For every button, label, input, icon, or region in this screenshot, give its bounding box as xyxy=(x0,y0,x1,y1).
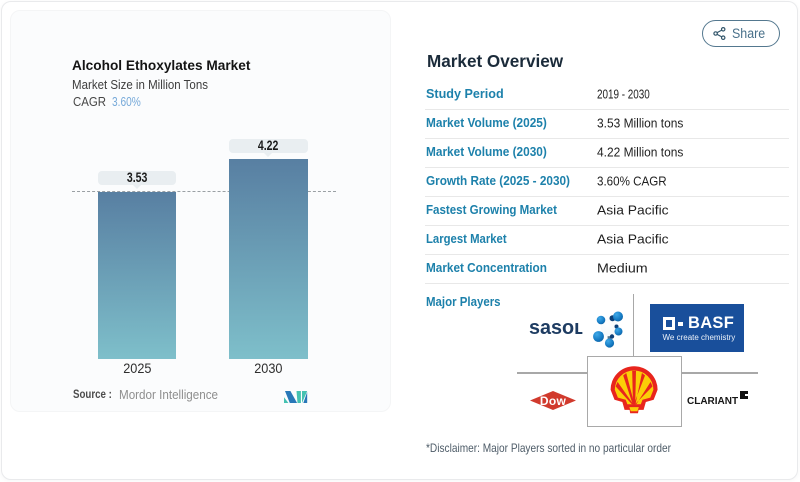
svg-text:Dow: Dow xyxy=(540,394,567,408)
